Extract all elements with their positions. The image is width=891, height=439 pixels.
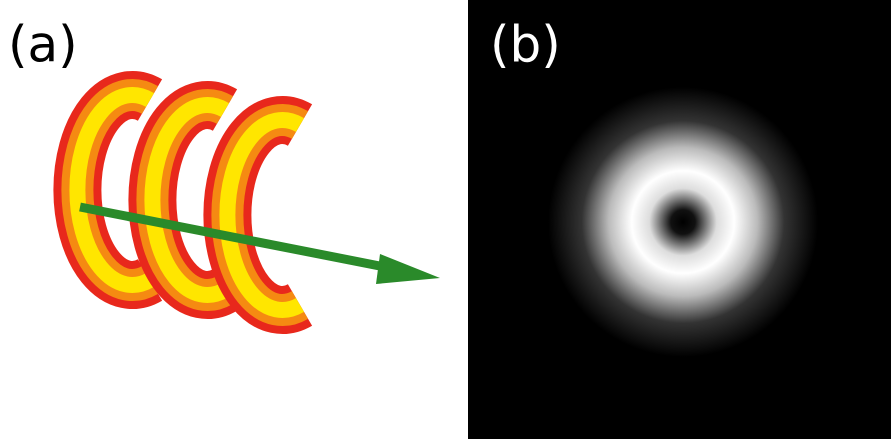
figure: (a) (b) xyxy=(0,0,891,439)
panel-label: (b) xyxy=(490,16,561,74)
panel-label: (a) xyxy=(8,16,78,74)
